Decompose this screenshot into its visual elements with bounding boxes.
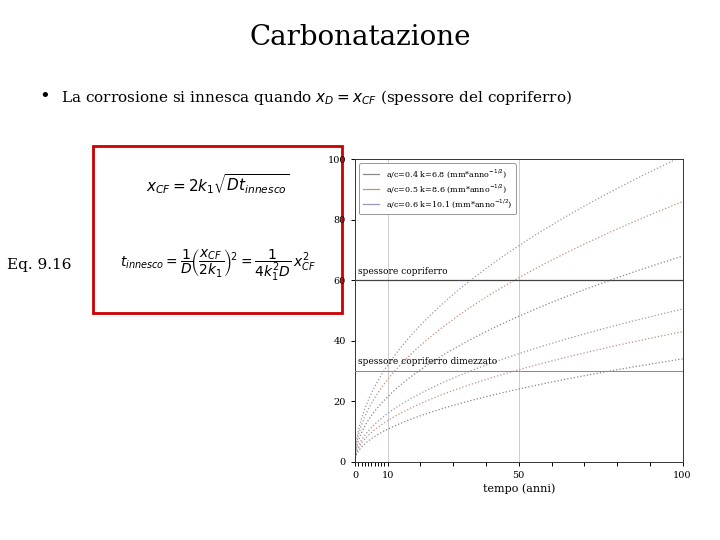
Text: La corrosione si innesca quando $x_D{=}x_{CF}$ (spessore del copriferro): La corrosione si innesca quando $x_D{=}x… (61, 87, 572, 107)
Legend: a/c=0.4 k=6.8 (mm*anno$^{-1/2}$), a/c=0.5 k=8.6 (mm*anno$^{-1/2}$), a/c=0.6 k=10: a/c=0.4 k=6.8 (mm*anno$^{-1/2}$), a/c=0.… (359, 163, 516, 214)
Text: •: • (40, 88, 50, 106)
Text: Carbonatazione: Carbonatazione (249, 24, 471, 51)
Text: spessore copriferro: spessore copriferro (359, 267, 448, 276)
Text: spessore copriferro dimezzato: spessore copriferro dimezzato (359, 357, 498, 367)
X-axis label: tempo (anni): tempo (anni) (482, 484, 555, 495)
Text: $t_{innesco} = \dfrac{1}{D}\!\left(\dfrac{x_{CF}}{2k_1}\right)^{\!2} = \dfrac{1}: $t_{innesco} = \dfrac{1}{D}\!\left(\dfra… (120, 247, 316, 283)
Text: $x_{CF} = 2k_1\sqrt{Dt_{innesco}}$: $x_{CF} = 2k_1\sqrt{Dt_{innesco}}$ (146, 172, 289, 196)
FancyBboxPatch shape (94, 146, 342, 313)
Text: Eq. 9.16: Eq. 9.16 (7, 258, 71, 272)
